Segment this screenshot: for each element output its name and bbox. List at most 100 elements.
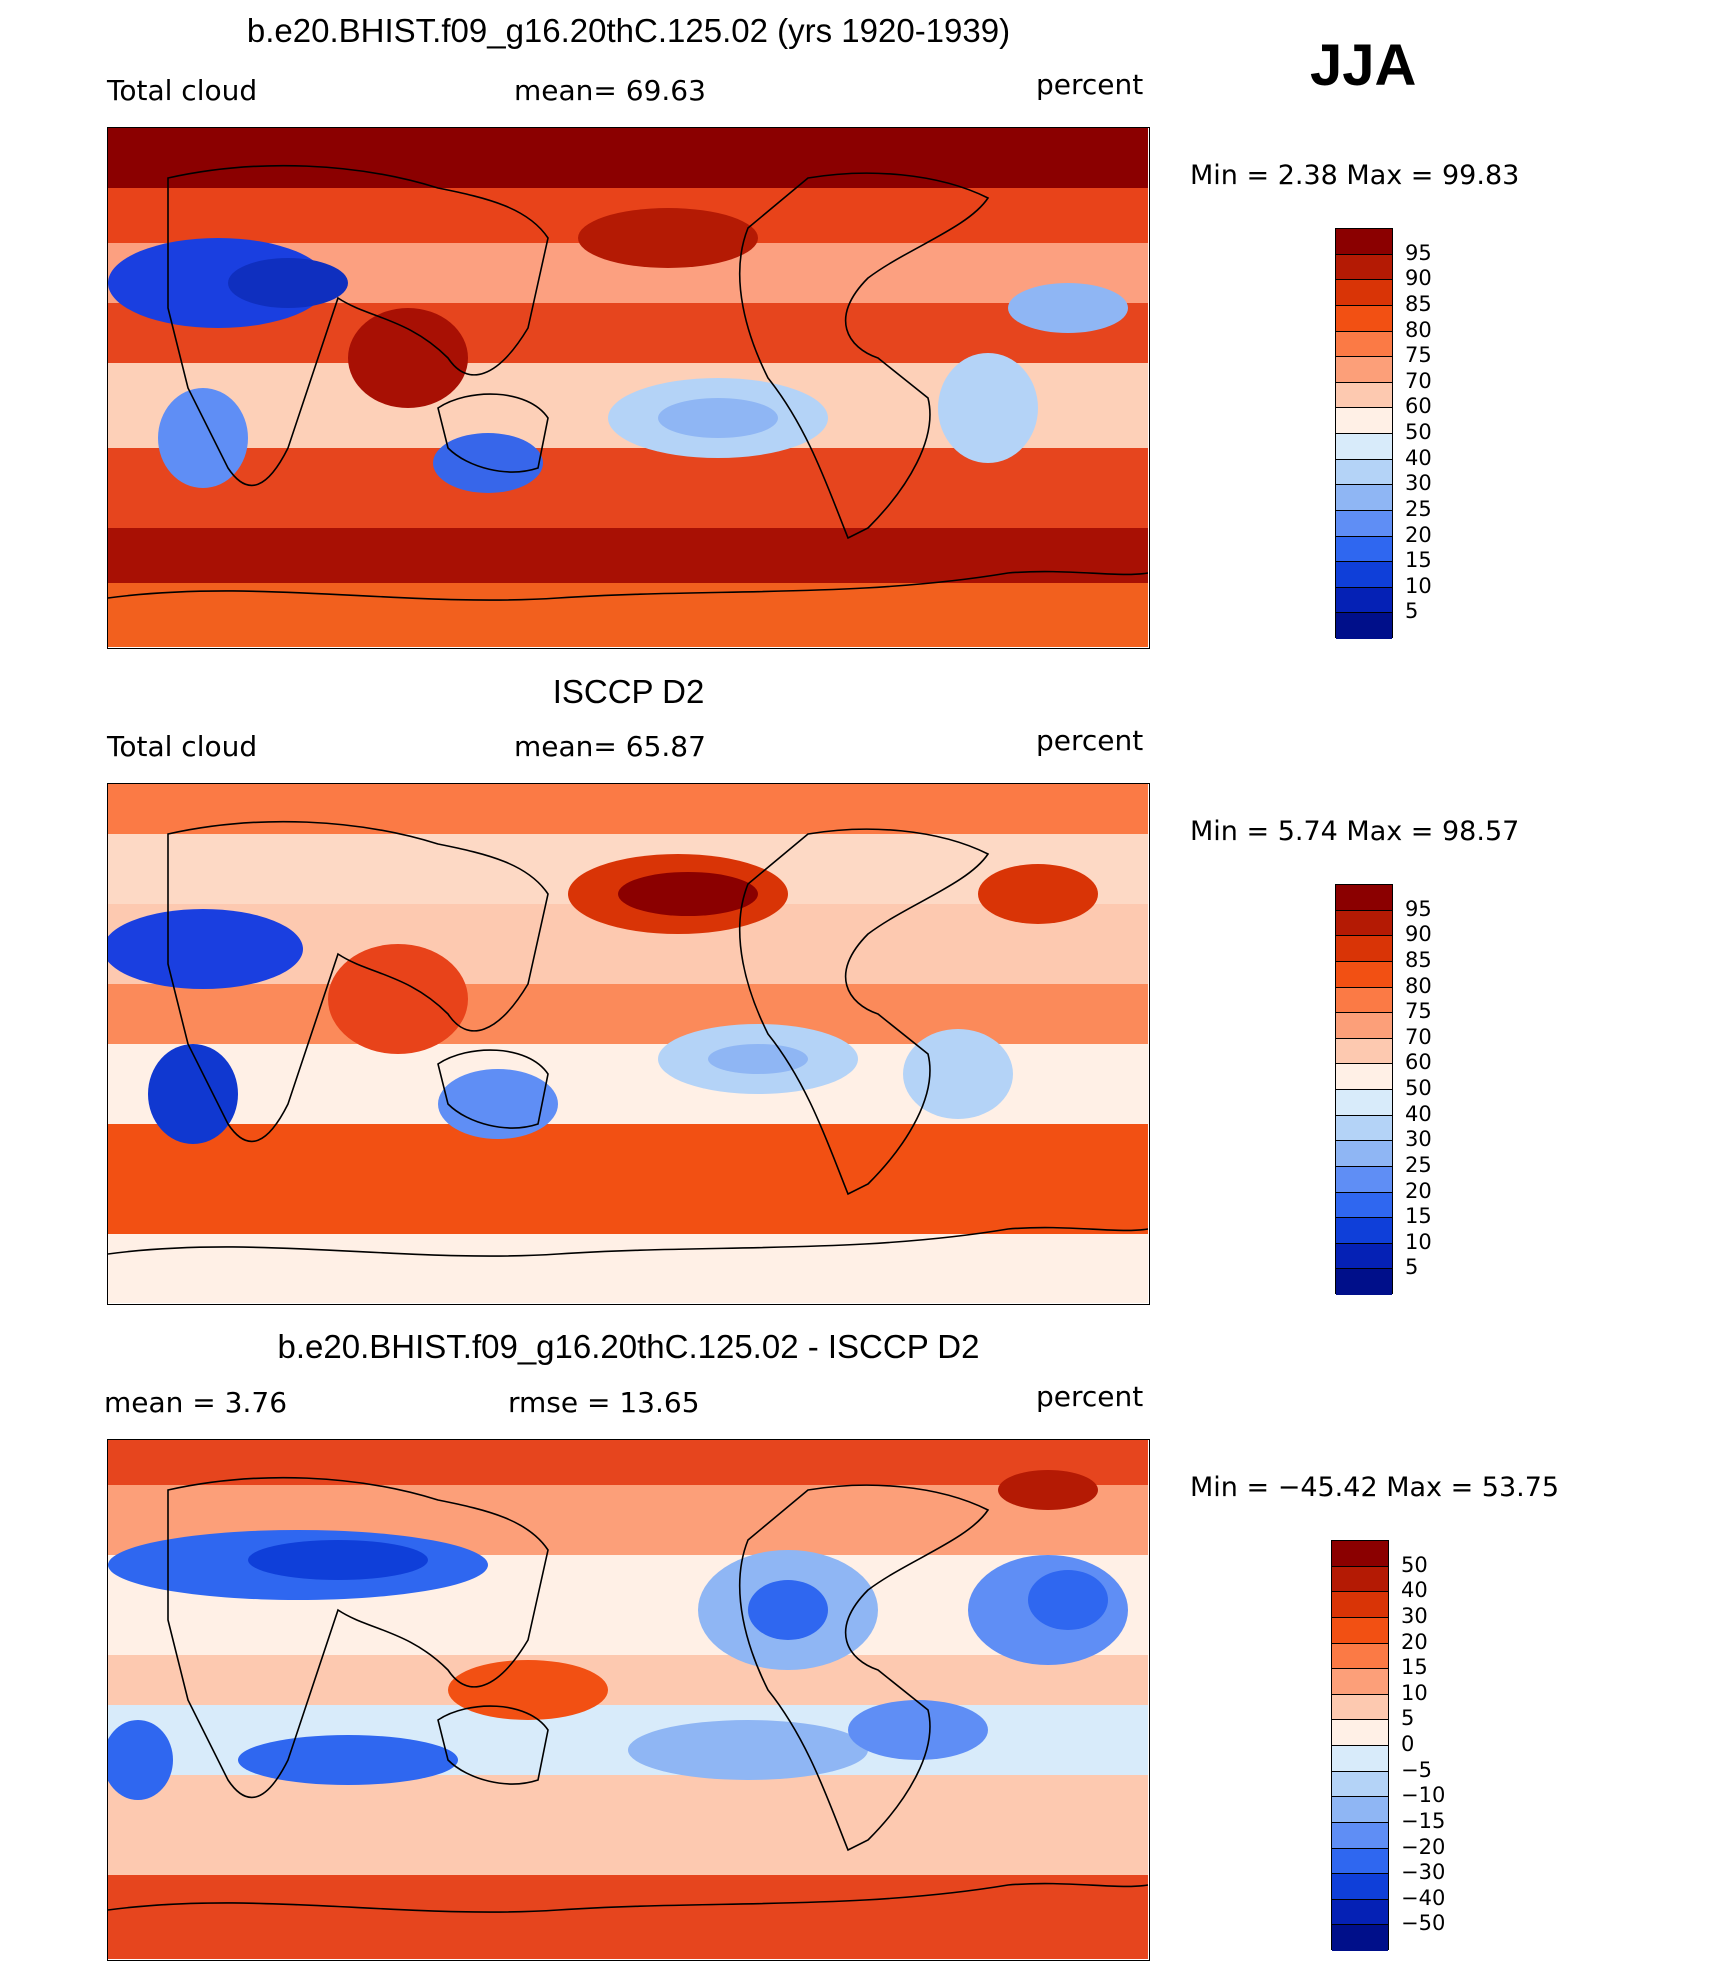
colorbar-swatch [1336, 1218, 1392, 1244]
colorbar-tick-label: 60 [1405, 1050, 1432, 1075]
colorbar-swatch [1332, 1746, 1388, 1772]
colorbar-swatch [1332, 1848, 1388, 1875]
panel-2-variable: Total cloud [107, 730, 258, 763]
colorbar-swatch [1336, 305, 1392, 332]
colorbar-swatch [1332, 1797, 1388, 1823]
colorbar-swatch [1336, 613, 1392, 639]
panel-2-minmax: Min = 5.74 Max = 98.57 [1190, 816, 1520, 847]
colorbar-swatch [1336, 229, 1392, 255]
colorbar-tick-label: 5 [1405, 599, 1419, 624]
colorbar-swatch [1336, 1013, 1392, 1039]
colorbar-tick-label: 40 [1405, 445, 1432, 470]
colorbar-tick-label: 50 [1401, 1552, 1428, 1577]
colorbar-tick-label: 80 [1405, 973, 1432, 998]
panel-1-map [107, 127, 1150, 649]
colorbar-swatch [1336, 1192, 1392, 1219]
colorbar-swatch [1336, 961, 1392, 988]
colorbar-swatch [1336, 357, 1392, 383]
colorbar-tick-label: −20 [1401, 1834, 1446, 1859]
panel-1-mean: mean= 69.63 [514, 74, 706, 107]
colorbar-tick-label: 30 [1405, 1127, 1432, 1152]
colorbar-swatch [1336, 1243, 1392, 1270]
panel-3-units: percent [1036, 1380, 1144, 1413]
colorbar-swatch [1336, 331, 1392, 358]
season-label: JJA [1310, 33, 1417, 98]
colorbar-swatch [1336, 885, 1392, 911]
colorbar-tick-label: 10 [1405, 573, 1432, 598]
colorbar-tick-label: 90 [1405, 922, 1432, 947]
colorbar-swatch [1336, 536, 1392, 563]
colorbar-tick-label: 70 [1405, 1024, 1432, 1049]
colorbar-tick-label: 85 [1405, 291, 1432, 316]
colorbar-tick-label: 15 [1405, 1204, 1432, 1229]
panel-1-variable: Total cloud [107, 74, 258, 107]
colorbar-swatch [1336, 587, 1392, 614]
colorbar-tick-label: 0 [1401, 1732, 1415, 1756]
colorbar-swatch [1336, 562, 1392, 588]
colorbar-tick-label: 75 [1405, 999, 1432, 1024]
colorbar-swatch [1336, 459, 1392, 486]
colorbar-tick-label: −30 [1401, 1860, 1446, 1885]
colorbar-swatch [1336, 510, 1392, 537]
panel-2-map [107, 783, 1150, 1305]
panel-2-colorbar [1335, 884, 1393, 1295]
panel-2-units: percent [1036, 724, 1144, 757]
colorbar-tick-label: 15 [1405, 548, 1432, 573]
colorbar-swatch [1336, 280, 1392, 306]
panel-2-map-svg [108, 784, 1148, 1303]
colorbar-swatch [1332, 1899, 1388, 1926]
colorbar-tick-label: 80 [1405, 317, 1432, 342]
colorbar-tick-label: −5 [1401, 1757, 1432, 1782]
colorbar-swatch [1336, 1115, 1392, 1142]
colorbar-tick-label: 50 [1405, 420, 1432, 444]
colorbar-tick-label: 25 [1405, 1152, 1432, 1177]
colorbar-swatch [1332, 1669, 1388, 1695]
colorbar-swatch [1336, 910, 1392, 937]
panel-3-map [107, 1439, 1150, 1961]
colorbar-tick-label: 95 [1405, 240, 1432, 265]
colorbar-swatch [1332, 1822, 1388, 1849]
colorbar-swatch [1332, 1925, 1388, 1951]
colorbar-tick-label: 5 [1401, 1706, 1415, 1731]
colorbar-swatch [1336, 987, 1392, 1014]
colorbar-swatch [1336, 254, 1392, 281]
colorbar-swatch [1336, 1166, 1392, 1193]
colorbar-swatch [1336, 434, 1392, 460]
panel-1-minmax: Min = 2.38 Max = 99.83 [1190, 160, 1520, 191]
colorbar-swatch [1336, 408, 1392, 434]
panel-1-title: b.e20.BHIST.f09_g16.20thC.125.02 (yrs 19… [246, 12, 1011, 49]
colorbar-swatch [1336, 1141, 1392, 1167]
colorbar-tick-label: 75 [1405, 343, 1432, 368]
colorbar-tick-label: −15 [1401, 1808, 1446, 1833]
panel-3-minmax: Min = −45.42 Max = 53.75 [1190, 1472, 1560, 1503]
panel-2-title: ISCCP D2 [552, 673, 705, 710]
colorbar-swatch [1332, 1592, 1388, 1618]
panel-1-map-svg [108, 128, 1148, 647]
colorbar-tick-label: 30 [1401, 1603, 1428, 1628]
colorbar-swatch [1332, 1874, 1388, 1900]
colorbar-swatch [1332, 1643, 1388, 1670]
colorbar-swatch [1336, 382, 1392, 409]
colorbar-swatch [1336, 1269, 1392, 1295]
colorbar-tick-label: 20 [1405, 1178, 1432, 1203]
colorbar-tick-label: 10 [1405, 1229, 1432, 1254]
colorbar-tick-label: −10 [1401, 1783, 1446, 1808]
colorbar-tick-label: 15 [1401, 1655, 1428, 1680]
panel-3-title: b.e20.BHIST.f09_g16.20thC.125.02 - ISCCP… [277, 1328, 980, 1365]
colorbar-tick-label: 40 [1401, 1578, 1428, 1603]
panel-1-colorbar [1335, 228, 1393, 639]
colorbar-swatch [1332, 1566, 1388, 1593]
colorbar-tick-label: 85 [1405, 947, 1432, 972]
colorbar-tick-label: 25 [1405, 496, 1432, 521]
colorbar-tick-label: 50 [1405, 1076, 1432, 1100]
colorbar-swatch [1336, 1038, 1392, 1065]
colorbar-swatch [1336, 485, 1392, 511]
panel-3-mean: mean = 3.76 [104, 1386, 288, 1419]
colorbar-tick-label: −40 [1401, 1885, 1446, 1910]
panel-1-units: percent [1036, 68, 1144, 101]
colorbar-swatch [1332, 1694, 1388, 1721]
panel-3-rmse: rmse = 13.65 [508, 1386, 700, 1419]
panel-3-map-svg [108, 1440, 1148, 1959]
colorbar-swatch [1332, 1720, 1388, 1746]
colorbar-tick-label: 60 [1405, 394, 1432, 419]
